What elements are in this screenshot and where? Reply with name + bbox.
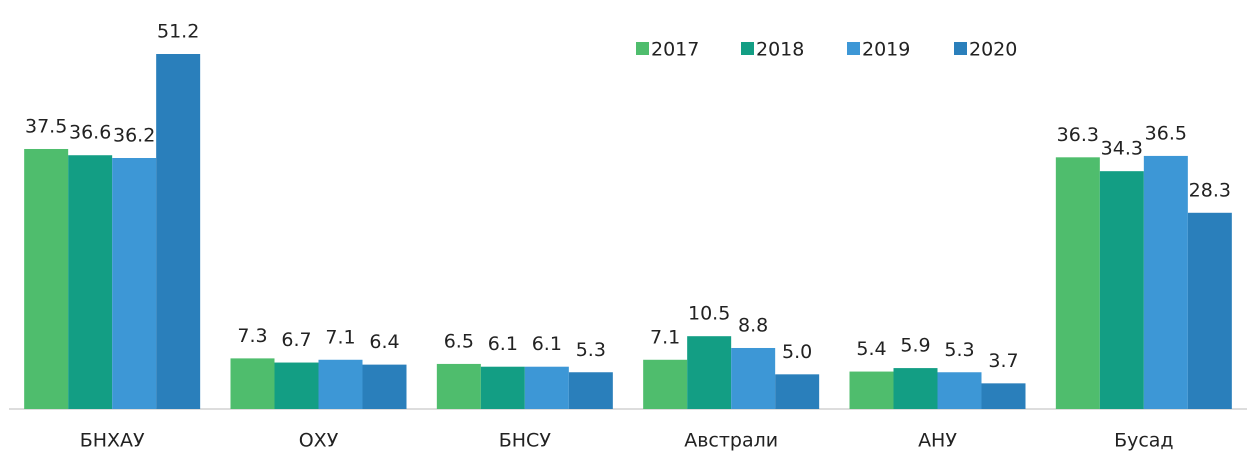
bar xyxy=(849,371,894,409)
bar xyxy=(687,336,732,409)
legend-swatch xyxy=(636,42,649,55)
bar xyxy=(24,148,69,409)
data-label: 6.1 xyxy=(532,333,562,355)
data-label: 34.3 xyxy=(1101,138,1143,160)
legend-label: 2020 xyxy=(969,39,1017,61)
data-label: 3.7 xyxy=(988,350,1018,372)
data-label: 6.1 xyxy=(488,333,518,355)
bar xyxy=(436,363,481,409)
bar xyxy=(731,347,776,409)
legend-swatch xyxy=(741,42,754,55)
bar xyxy=(230,358,275,409)
data-label: 36.5 xyxy=(1145,122,1187,144)
bar xyxy=(1055,157,1100,409)
bar xyxy=(480,366,525,409)
bar xyxy=(156,54,201,409)
bar xyxy=(981,383,1026,409)
x-tick-label: ОХУ xyxy=(299,430,339,452)
data-label: 5.4 xyxy=(856,338,886,360)
bar xyxy=(362,364,407,409)
x-tick-label: БНХАУ xyxy=(80,430,145,452)
legend-label: 2017 xyxy=(651,39,699,61)
x-tick-label: Австрали xyxy=(684,430,778,452)
data-label: 36.6 xyxy=(69,122,111,144)
legend-swatch xyxy=(954,42,967,55)
x-tick-label: БНСУ xyxy=(499,430,552,452)
data-label: 6.5 xyxy=(444,330,474,352)
bar xyxy=(893,368,938,409)
bar xyxy=(1187,212,1232,409)
data-label: 28.3 xyxy=(1189,179,1231,201)
x-tick-label: Бусад xyxy=(1114,430,1174,452)
data-label: 5.3 xyxy=(944,339,974,361)
bar xyxy=(1143,155,1188,409)
bar xyxy=(524,366,569,409)
legend-label: 2019 xyxy=(862,39,910,61)
legend-swatch xyxy=(847,42,860,55)
bar xyxy=(643,359,688,409)
bar xyxy=(1099,171,1144,409)
data-label: 7.1 xyxy=(650,326,680,348)
bar xyxy=(318,359,363,409)
data-label: 7.1 xyxy=(325,326,355,348)
data-label: 10.5 xyxy=(688,303,730,325)
data-label: 5.9 xyxy=(900,335,930,357)
bar xyxy=(937,372,982,409)
data-label: 8.8 xyxy=(738,314,768,336)
data-label: 5.3 xyxy=(576,339,606,361)
data-label: 37.5 xyxy=(25,115,67,137)
data-label: 36.3 xyxy=(1057,124,1099,146)
bar xyxy=(68,155,113,409)
bar xyxy=(112,158,157,409)
data-label: 51.2 xyxy=(157,21,199,43)
bar xyxy=(274,362,319,409)
bar xyxy=(775,374,820,409)
legend-label: 2018 xyxy=(756,39,804,61)
data-label: 7.3 xyxy=(237,325,267,347)
x-tick-label: АНУ xyxy=(918,430,957,452)
data-label: 6.7 xyxy=(281,329,311,351)
bar xyxy=(568,372,613,409)
data-label: 5.0 xyxy=(782,341,812,363)
data-label: 36.2 xyxy=(113,125,155,147)
data-label: 6.4 xyxy=(369,331,399,353)
